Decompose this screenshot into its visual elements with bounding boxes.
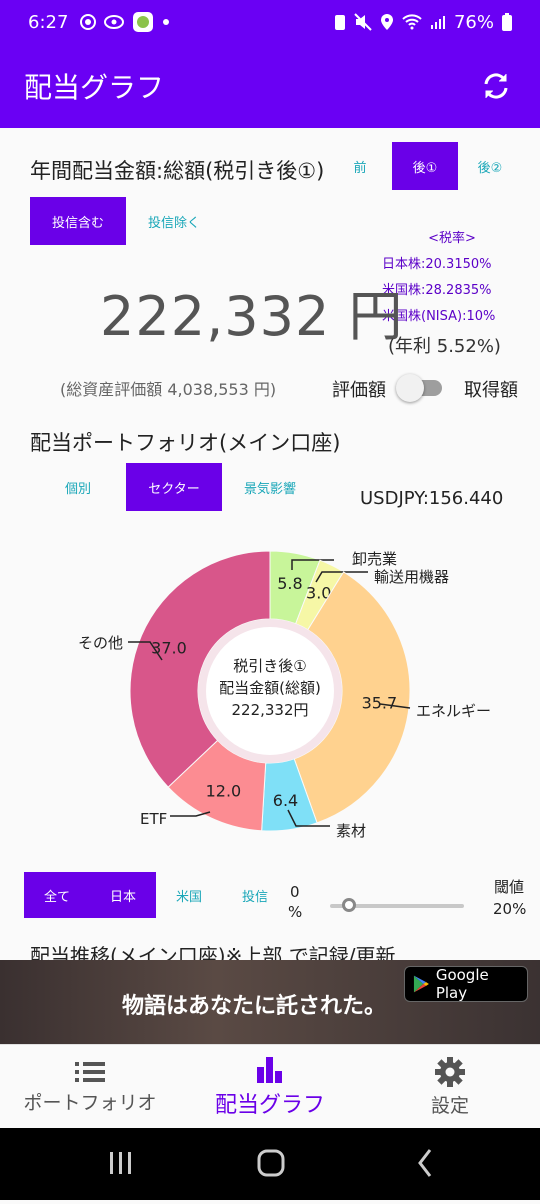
slice-leader-line <box>128 641 163 661</box>
slice-value-label: 12.0 <box>206 782 242 801</box>
dot-icon <box>163 19 170 25</box>
nav-portfolio-label: ポートフォリオ <box>23 1091 157 1114</box>
annual-yield: (年利 5.52%) <box>388 336 501 357</box>
battery-icon <box>502 13 512 31</box>
tab-economy[interactable]: 景気影響 <box>243 481 296 497</box>
market-filter-tabs: 全て 日本 米国 投信 <box>24 872 288 918</box>
slice-leader-line <box>315 571 368 583</box>
battery-level: 76% <box>453 11 494 33</box>
tab-us[interactable]: 米国 <box>175 889 202 905</box>
app-bar: 配当グラフ <box>0 44 540 128</box>
wifi-icon <box>402 14 422 30</box>
tax-rate-us: 米国株:28.2835% <box>382 283 492 298</box>
fund-tabs: 投信含む 投信除く <box>30 197 222 245</box>
slider-knob[interactable] <box>342 898 356 912</box>
threshold-label: 閾値 <box>494 878 525 896</box>
annual-dividend-amount: 222,332 円 <box>100 285 404 348</box>
tax-tabs: 前 後① 後② <box>328 142 522 190</box>
slice-value-label: 6.4 <box>273 791 298 810</box>
donut-center <box>206 627 334 755</box>
slice-value-label: 5.8 <box>277 574 302 593</box>
slice-leader-line <box>170 811 211 817</box>
google-play-badge[interactable]: Google Play <box>404 966 528 1002</box>
bottom-navigation: ポートフォリオ 配当グラフ 設定 <box>0 1044 540 1128</box>
slice-category-label: その他 <box>78 634 123 652</box>
slice-value-label: 3.0 <box>306 583 331 602</box>
slice-category-label: ETF <box>140 810 167 828</box>
valuation-toggle[interactable] <box>396 374 444 402</box>
dividend-history-title: 配当推移(メイン口座)※上部 で記録/更新 <box>30 944 396 962</box>
slice-category-label: 素材 <box>336 822 366 840</box>
sector-donut-chart: 5.8 卸売業 3.0 輸送用機器 35.7 エネルギー 6.4 素材 12.0 ETF 37.0 そ… <box>0 530 540 860</box>
tab-sector[interactable]: セクター <box>126 463 222 511</box>
donut-svg: 5.8 卸売業 3.0 輸送用機器 35.7 エネルギー 6.4 素材 12.0 ETF 37.0 そ… <box>78 550 491 840</box>
tab-include-funds[interactable]: 投信含む <box>30 197 126 245</box>
app-title: 配当グラフ <box>24 71 165 104</box>
threshold-slider[interactable] <box>330 898 464 912</box>
fx-rate: USDJPY:156.440 <box>360 488 504 509</box>
slice-category-label: エネルギー <box>416 702 491 720</box>
nav-portfolio[interactable]: ポートフォリオ <box>0 1045 180 1129</box>
bar-chart-icon <box>257 1057 282 1083</box>
nav-settings-label: 設定 <box>430 1094 469 1117</box>
donut-center-label: 税引き後① <box>233 657 306 675</box>
signal-icon <box>430 16 445 29</box>
app-icon <box>133 12 154 32</box>
slider-min-unit: % <box>288 903 303 921</box>
mute-icon <box>354 13 372 31</box>
chrome-icon <box>80 14 97 30</box>
battery-saver-icon <box>334 15 345 30</box>
recent-apps-icon[interactable] <box>110 1152 131 1174</box>
donut-center-label: 配当金額(総額) <box>219 679 321 697</box>
google-play-icon <box>413 975 429 993</box>
tax-rate-header: <税率> <box>428 231 476 246</box>
location-icon <box>380 14 393 30</box>
annual-title: 年間配当金額:総額(税引き後①) <box>30 159 325 183</box>
toggle-label-cost: 取得額 <box>464 380 518 401</box>
slice-leader-line <box>379 703 411 709</box>
list-icon <box>75 1061 105 1082</box>
tax-rate-jp: 日本株:20.3150% <box>382 257 492 272</box>
threshold-value: 20% <box>493 900 527 918</box>
tab-tax-after2[interactable]: 後② <box>477 160 503 176</box>
donut-center-label: 222,332円 <box>231 701 308 719</box>
slice-value-label: 35.7 <box>362 694 398 713</box>
ad-copy: 物語はあなたに託された。 <box>122 994 387 1019</box>
ad-banner[interactable]: 物語はあなたに託された。 Google Play <box>0 960 540 1044</box>
slice-category-label: 卸売業 <box>352 550 397 568</box>
slider-min-value: 0 <box>290 883 300 901</box>
home-icon[interactable] <box>257 1149 285 1177</box>
portfolio-tabs: 個別 セクター 景気影響 <box>30 463 318 511</box>
tab-tax-after1[interactable]: 後① <box>392 142 458 190</box>
tab-japan[interactable]: 日本 <box>90 872 156 918</box>
nav-dividend-graph[interactable]: 配当グラフ <box>180 1045 360 1129</box>
status-time: 6:27 <box>28 11 69 33</box>
status-bar: 6:27 76% <box>0 0 540 44</box>
portfolio-title: 配当ポートフォリオ(メイン口座) <box>30 431 341 455</box>
slice-leader-line <box>287 809 330 827</box>
google-play-label: Google Play <box>435 966 489 1002</box>
slice-value-label: 37.0 <box>151 638 187 657</box>
slice-category-label: 輸送用機器 <box>374 568 449 586</box>
tax-rate-box: <税率> 日本株:20.3150% 米国株:28.2835% 米国株(NISA)… <box>382 226 522 330</box>
total-assets: (総資産評価額 4,038,553 円) <box>60 380 277 399</box>
tab-tax-before[interactable]: 前 <box>353 160 367 176</box>
tab-individual[interactable]: 個別 <box>64 481 91 497</box>
system-navigation-bar <box>0 1128 540 1200</box>
eye-icon <box>104 15 125 29</box>
nav-dividend-graph-label: 配当グラフ <box>214 1093 325 1118</box>
refresh-icon <box>484 73 508 99</box>
nav-settings[interactable]: 設定 <box>360 1045 540 1129</box>
gear-icon <box>435 1056 465 1087</box>
refresh-button[interactable] <box>476 66 516 106</box>
toggle-label-valuation: 評価額 <box>332 380 386 401</box>
back-icon[interactable] <box>418 1149 432 1177</box>
tab-all[interactable]: 全て <box>24 872 90 918</box>
tab-funds[interactable]: 投信 <box>241 889 268 905</box>
tab-exclude-funds[interactable]: 投信除く <box>147 215 200 231</box>
tax-rate-us-nisa: 米国株(NISA):10% <box>382 309 496 324</box>
